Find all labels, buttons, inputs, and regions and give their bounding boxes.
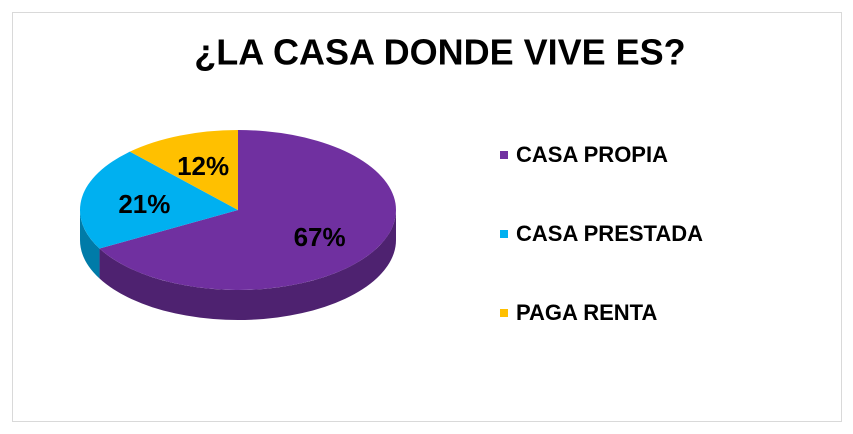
legend-swatch	[500, 309, 508, 317]
data-label: 67%	[294, 222, 346, 252]
legend-swatch	[500, 230, 508, 238]
pie-side	[99, 210, 396, 320]
pie-side	[80, 210, 100, 279]
chart-title: ¿LA CASA DONDE VIVE ES?	[194, 32, 685, 73]
pie-slice	[80, 151, 238, 249]
data-label: 21%	[118, 189, 170, 219]
data-label: 12%	[177, 151, 229, 181]
legend-swatch	[500, 151, 508, 159]
pie-slice	[129, 130, 238, 210]
pie-slice	[99, 130, 396, 290]
legend-label: CASA PROPIA	[516, 142, 668, 167]
legend-label: CASA PRESTADA	[516, 221, 703, 246]
legend-label: PAGA RENTA	[516, 300, 657, 325]
